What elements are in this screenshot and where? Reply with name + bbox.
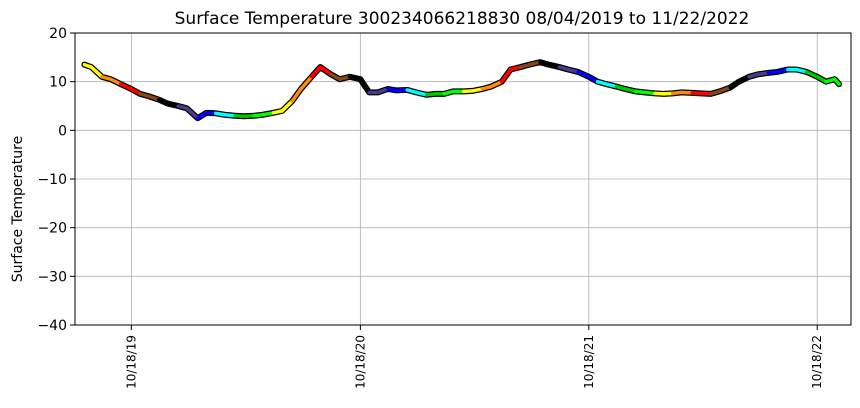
series-segment: [717, 85, 732, 94]
x-tick-label: 10/18/22: [810, 335, 824, 389]
chart-title: Surface Temperature 300234066218830 08/0…: [175, 9, 750, 29]
y-tick-label: −20: [37, 221, 67, 237]
series-segment: [108, 77, 123, 86]
series-segment: [775, 67, 790, 74]
series-segment: [728, 79, 741, 90]
series-segment: [756, 71, 771, 77]
y-tick-label: −30: [37, 269, 67, 285]
x-axis-ticks: 10/18/19 10/18/20 10/18/21 10/18/22: [124, 325, 824, 389]
y-tick-label: −10: [37, 172, 67, 188]
series-segment: [489, 79, 504, 89]
series-segment: [299, 75, 314, 91]
series-segment: [737, 75, 751, 84]
series-segment: [309, 65, 323, 79]
series-segment: [500, 67, 513, 84]
series-segment: [623, 87, 638, 94]
series-segment: [546, 62, 562, 69]
series-segment: [89, 65, 104, 79]
series-segment: [804, 70, 819, 79]
grid-lines: [75, 32, 851, 326]
y-tick-label: −40: [37, 318, 67, 334]
series-segment: [414, 90, 429, 97]
series-segment: [642, 90, 657, 96]
series-segment: [527, 60, 542, 67]
series-segment: [576, 70, 591, 79]
series-segment: [118, 82, 134, 91]
series-segment: [165, 101, 181, 108]
y-axis-ticks: 20 10 0 −10 −20 −30 −40: [37, 26, 75, 334]
series-segment: [347, 75, 363, 81]
series-segment: [832, 77, 841, 86]
series-segment: [358, 77, 371, 95]
y-tick-label: 0: [58, 123, 67, 139]
series-segment: [185, 106, 200, 120]
x-tick-label: 10/18/21: [582, 335, 596, 389]
series-segment: [222, 113, 237, 118]
series-segment: [290, 87, 303, 103]
series-segment: [376, 87, 390, 95]
series-segment: [280, 99, 294, 113]
series-segment: [260, 111, 276, 117]
series-segment: [318, 65, 333, 77]
temperature-series: [81, 59, 843, 122]
x-tick-label: 10/18/19: [124, 335, 138, 389]
y-tick-label: 10: [49, 75, 67, 91]
x-tick-label: 10/18/20: [353, 335, 367, 389]
series-segment: [147, 94, 161, 102]
y-axis-label: Surface Temperature: [10, 136, 26, 282]
plot-frame: [74, 32, 852, 326]
y-tick-label: 20: [49, 26, 67, 42]
